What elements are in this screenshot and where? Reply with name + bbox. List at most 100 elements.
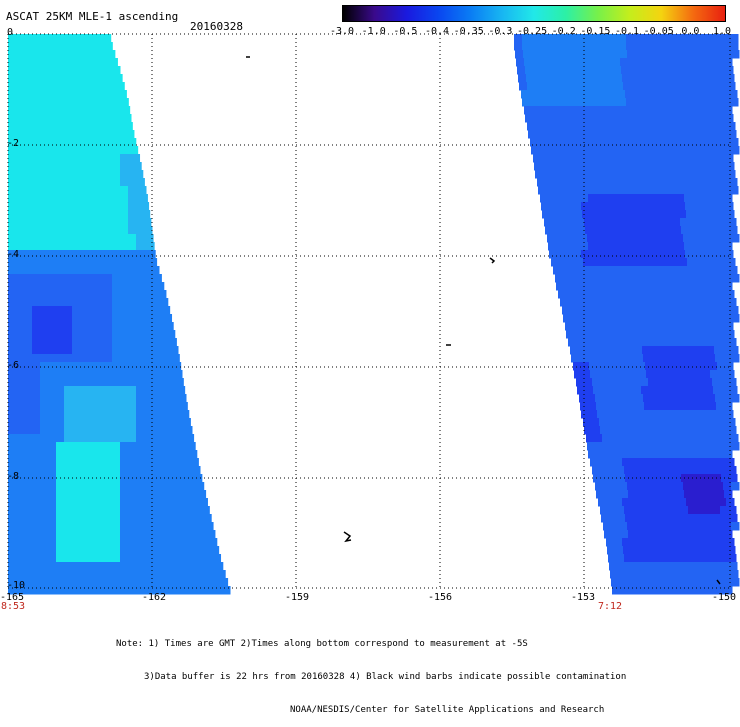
swath-cell [617, 514, 626, 523]
swath-cell [184, 490, 193, 499]
swath-cell [88, 386, 97, 395]
swath-cell [625, 474, 634, 483]
swath-cell [104, 154, 113, 163]
swath-cell [562, 42, 571, 51]
swath-cell [702, 370, 711, 379]
swath-cell [620, 106, 629, 115]
swath-cell [64, 162, 73, 171]
swath-cell [626, 186, 635, 195]
swath-cell [698, 346, 707, 355]
swath-cell [104, 106, 113, 115]
swath-cell [128, 522, 137, 531]
swath-cell [112, 530, 121, 539]
swath-cell [128, 450, 137, 459]
swath-cell [596, 58, 605, 67]
swath-cell [590, 210, 599, 219]
swath-cell [698, 186, 707, 195]
swath-cell [629, 114, 638, 123]
swath-cell [514, 34, 523, 43]
swath-cell [32, 170, 41, 179]
swath-cell [652, 282, 661, 291]
swath-cell [120, 450, 129, 459]
swath-cell [32, 426, 41, 435]
swath-cell [628, 242, 637, 251]
swath-cell [56, 242, 65, 251]
swath-cell [32, 130, 41, 139]
swath-cell [184, 450, 193, 459]
swath-cell [8, 98, 17, 107]
swath-cell [72, 170, 81, 179]
swath-cell [640, 338, 649, 347]
swath-cell [72, 194, 81, 203]
swath-cell [604, 402, 613, 411]
swath-cell [104, 282, 113, 291]
swath-cell [730, 138, 739, 147]
swath-cell [104, 34, 112, 43]
swath-cell [16, 410, 25, 419]
swath-cell [684, 194, 693, 203]
swath-cell [561, 178, 570, 187]
swath-cell [714, 98, 723, 107]
swath-cell [112, 322, 121, 331]
wind-barb-mark [489, 257, 496, 264]
swath-cell [56, 122, 65, 131]
swath-cell [671, 258, 680, 267]
swath-cell [693, 154, 702, 163]
swath-cell [696, 466, 705, 475]
swath-cell [694, 330, 703, 339]
swath-cell [601, 90, 610, 99]
swath-cell [16, 194, 25, 203]
swath-cell [676, 490, 685, 499]
swath-cell [160, 274, 162, 283]
swath-cell [666, 42, 675, 51]
swath-cell [112, 554, 121, 563]
swath-cell [623, 546, 632, 555]
swath-cell [56, 530, 65, 539]
swath-cell [40, 66, 49, 75]
swath-cell [40, 562, 49, 571]
swath-cell [595, 482, 604, 491]
swath-cell [579, 274, 588, 283]
swath-cell [725, 66, 734, 75]
swath-cell [576, 298, 585, 307]
swath-cell [24, 250, 33, 259]
swath-cell [578, 34, 587, 43]
swath-cell [64, 298, 73, 307]
swath-cell [665, 226, 674, 235]
swath-cell [88, 538, 97, 547]
swath-cell [706, 346, 715, 355]
swath-cell [701, 114, 710, 123]
swath-cell [675, 522, 684, 531]
swath-cell [717, 202, 726, 211]
swath-cell [144, 346, 153, 355]
swath-cell [120, 562, 129, 571]
swath-cell [629, 362, 638, 371]
swath-cell [642, 42, 651, 51]
swath-cell [176, 586, 185, 595]
swath-cell [715, 234, 724, 243]
swath-cell [630, 458, 639, 467]
swath-cell [604, 530, 613, 539]
swath-cell [152, 514, 161, 523]
swath-cell [525, 114, 534, 123]
swath-cell [610, 306, 619, 315]
swath-cell [40, 162, 49, 171]
swath-cell [642, 306, 651, 315]
swath-cell [616, 298, 625, 307]
swath-cell [722, 138, 731, 147]
swath-cell [80, 306, 89, 315]
swath-cell [674, 34, 683, 43]
swath-cell [634, 306, 643, 315]
swath-cell [152, 506, 161, 515]
swath-cell [8, 490, 17, 499]
swath-cell [72, 66, 81, 75]
swath-cell [184, 530, 193, 539]
swath-cell [168, 450, 177, 459]
swath-cell [645, 362, 654, 371]
swath-cell [723, 314, 732, 323]
swath-cell [104, 354, 113, 363]
swath-cell [8, 306, 17, 315]
swath-cell [112, 466, 121, 475]
swath-cell [596, 106, 605, 115]
swath-cell [634, 434, 643, 443]
